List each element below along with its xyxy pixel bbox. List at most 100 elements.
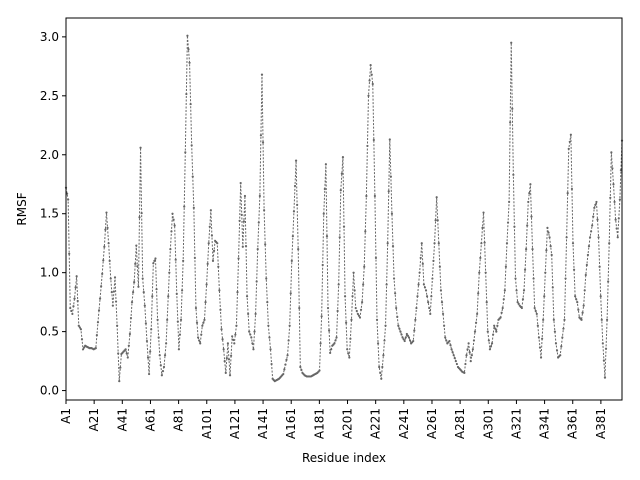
data-point [613,200,616,204]
data-point [559,354,562,357]
data-point [168,271,171,274]
data-point [599,295,602,298]
data-point [75,275,78,278]
data-point [181,289,184,292]
data-point [488,348,492,351]
data-point [508,200,511,204]
data-point [516,301,519,304]
y-tick-label: 2.5 [40,89,59,103]
x-axis-ticks: A1 A21 A41 A61 A81 A101 A121 A141 A161 A181 A201 A2… [59,400,608,439]
data-point [116,324,119,327]
data-point [385,283,388,286]
data-point [189,102,192,106]
data-point [257,221,260,224]
data-point [549,245,552,248]
data-point [596,218,599,221]
data-point [240,213,243,216]
data-point [335,336,338,339]
data-point [502,298,505,301]
data-point [170,230,173,233]
data-point [186,34,189,37]
data-point [397,324,400,327]
data-point [441,312,445,316]
data-point [512,173,515,176]
data-point [407,336,411,339]
data-point [445,339,448,342]
data-point [430,295,433,298]
data-point [346,348,349,351]
data-point [342,225,346,228]
data-point [145,339,149,343]
x-tick-label: A201 [341,408,355,439]
y-tick-label: 3.0 [40,30,59,44]
data-point [187,48,190,51]
data-point [585,263,588,267]
data-point [562,327,565,330]
data-point [474,321,478,324]
data-point [351,295,354,298]
data-point [414,318,417,321]
data-point [156,318,159,321]
data-point [503,289,506,292]
data-point [80,338,84,341]
data-point [127,344,130,347]
data-point [493,324,496,327]
data-point [417,283,420,286]
data-point [544,271,547,274]
data-point [434,219,437,222]
data-point [563,318,566,321]
data-point [389,175,392,178]
data-point [349,337,352,340]
data-point [107,242,110,245]
data-point [270,362,273,366]
data-point [376,342,380,345]
data-point [173,224,176,227]
data-point [378,365,381,369]
data-point [485,301,488,304]
data-point [334,339,337,342]
data-point [432,259,435,262]
data-point [338,236,341,239]
data-point [208,225,211,228]
data-point [495,330,498,333]
data-point [264,243,267,246]
data-point [285,358,288,362]
x-tick-label: A241 [397,408,411,439]
data-point [443,324,446,327]
data-point [353,289,356,292]
data-point [190,144,193,147]
data-point [78,326,81,329]
rmsf-series [64,34,624,383]
x-tick-label: A41 [115,408,129,431]
data-point [322,212,325,215]
data-point [483,241,486,244]
data-point [523,268,527,271]
data-point [172,218,175,221]
data-point [564,277,567,280]
data-point [569,133,572,136]
data-point [289,292,292,295]
data-point [290,259,293,262]
data-point [265,277,268,280]
x-tick-label: A141 [256,408,270,439]
data-point [388,138,391,141]
data-point [330,348,333,351]
data-point [427,301,430,304]
y-tick-label: 0.5 [40,325,59,339]
data-point [538,346,542,349]
data-point [323,187,326,191]
data-point [319,342,322,345]
x-tick-label: A321 [509,408,523,439]
data-point [253,330,256,333]
data-point [343,295,347,298]
data-point [364,230,367,233]
data-point [154,257,157,260]
data-point [163,354,167,357]
data-point [361,301,364,304]
data-point [367,94,370,97]
x-tick-label: A21 [87,408,101,431]
data-point [72,305,75,308]
data-point [233,342,236,345]
data-point [106,226,109,229]
data-point [366,144,369,148]
